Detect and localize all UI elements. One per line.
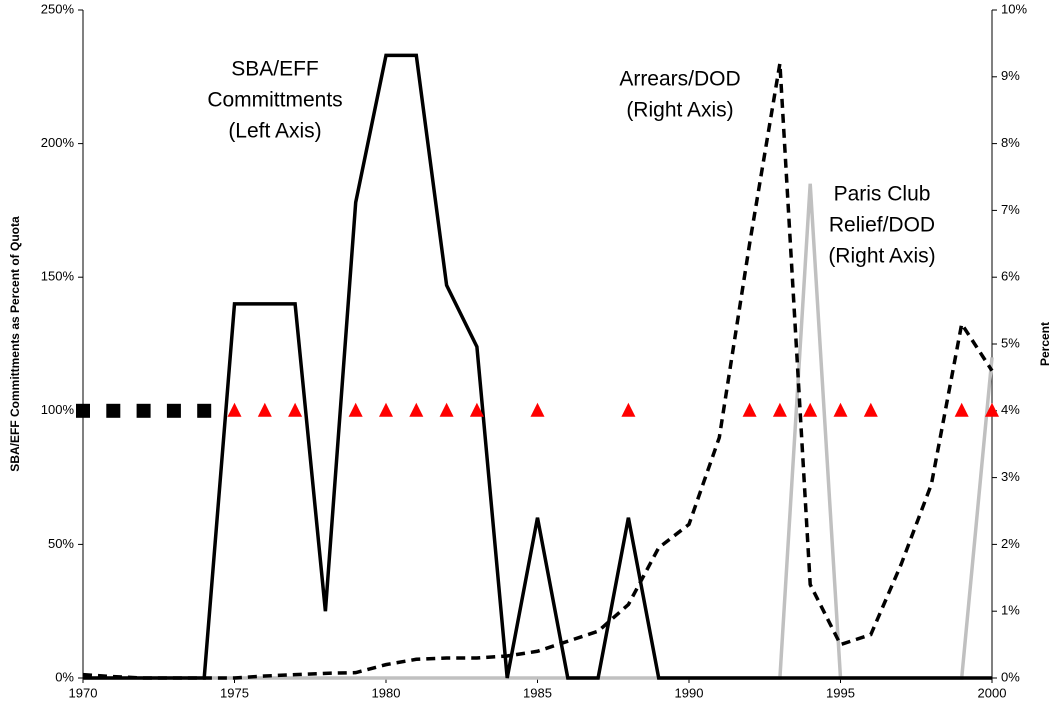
square-marker [106,403,121,418]
triangle-marker [803,402,818,417]
square-marker [136,403,151,418]
y2-tick-label: 7% [1001,202,1020,217]
y2-tick-label: 0% [1001,669,1020,684]
y-tick-label: 100% [41,402,75,417]
y2-tick-label: 3% [1001,469,1020,484]
annotation: Arrears/DOD [619,68,740,91]
triangle-marker [772,402,787,417]
triangle-marker [379,402,393,417]
triangle-marker [439,402,454,417]
line-series [82,63,994,680]
triangle-marker [954,402,969,417]
y2-tick-label: 5% [1001,335,1020,350]
triangle-marker [227,402,242,417]
y-tick-label: 250% [41,1,75,16]
y-tick-label: 200% [41,135,75,150]
triangle-marker [863,402,878,417]
annotation: SBA/EFF [231,58,319,81]
x-tick-label: 1995 [826,685,855,700]
x-tick-label: 1975 [220,685,249,700]
square-marker [76,403,90,418]
annotation: (Right Axis) [828,245,935,268]
triangle-marker [530,402,545,417]
triangle-marker [288,402,303,417]
square-marker [166,403,181,418]
annotation: Committments [207,89,342,112]
x-tick-label: 1970 [69,685,98,700]
annotation: Paris Club [834,183,931,206]
triangle-marker [742,402,757,417]
triangle-marker [621,402,636,417]
y2-tick-label: 2% [1001,536,1020,551]
triangle-marker [833,402,848,417]
square-marker [197,403,212,418]
y-axis-label: SBA/EFF Committments as Percent of Quota [8,216,22,472]
y-tick-label: 50% [48,536,74,551]
annotation: (Right Axis) [626,99,733,122]
y2-tick-label: 10% [1001,1,1027,16]
x-tick-label: 1980 [372,685,401,700]
y2-tick-label: 6% [1001,269,1020,284]
triangle-marker [348,402,363,417]
y-tick-label: 150% [41,269,75,284]
annotation: (Left Axis) [228,120,321,143]
y2-tick-label: 9% [1001,68,1020,83]
y-tick-label: 0% [55,669,74,684]
y2-axis-label: Percent [1038,322,1052,366]
x-tick-label: 1985 [523,685,552,700]
triangle-marker [469,402,484,417]
triangle-marker [985,402,999,417]
annotation: Relief/DOD [829,214,935,237]
line-series [83,53,992,680]
x-tick-label: 1990 [675,685,704,700]
y2-tick-label: 4% [1001,402,1020,417]
triangle-marker [409,402,424,417]
triangle-marker [257,402,272,417]
y2-tick-label: 1% [1001,603,1020,618]
y2-tick-label: 8% [1001,135,1020,150]
x-tick-label: 2000 [978,685,1007,700]
